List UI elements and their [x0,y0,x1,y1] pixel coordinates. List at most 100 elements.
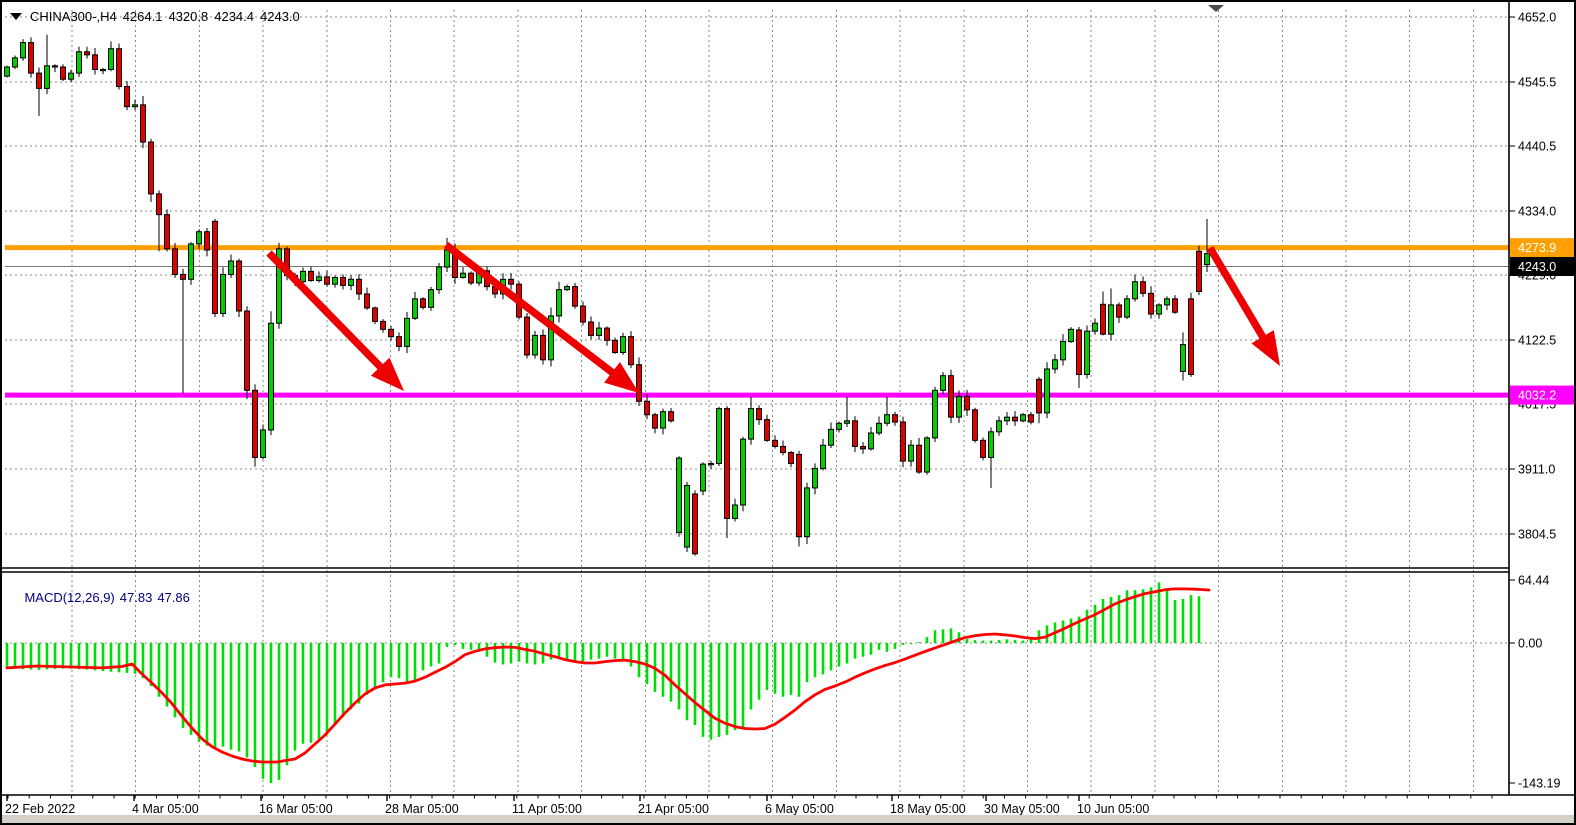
current-bar-marker-icon [1208,5,1224,12]
trend-arrow-shaft[interactable] [443,242,620,379]
candle-body [740,438,746,506]
price-tick-label: 4440.5 [1518,140,1556,154]
trend-arrow-shaft[interactable] [266,250,388,374]
candle-body [508,278,514,285]
high-value: 4320.8 [168,9,209,24]
candle-body [1132,281,1138,300]
time-label: 30 May 05:00 [984,802,1060,816]
candle-body [700,463,706,492]
candle-body [1124,298,1130,318]
close-value: 4243.0 [260,9,300,24]
candle-body [764,419,770,441]
candle-body [924,437,930,473]
candle-body [828,428,834,446]
candle-body [140,104,146,143]
candle-body [972,409,978,441]
candle-body [852,420,858,447]
chart-title: CHINA300-,H4 4264.1 4320.8 4234.4 4243.0 [10,9,306,24]
trend-arrow-head[interactable] [604,361,639,393]
candle-body [612,339,618,353]
time-label: 22 Feb 2022 [5,802,75,816]
candle-body [244,310,250,391]
candle-body [396,336,402,347]
candle-body [940,375,946,391]
candle-body [1004,416,1010,422]
candle-body [956,395,962,418]
candle-body [332,276,338,285]
price-tick-label: 4652.0 [1518,11,1556,25]
candle-body [668,411,674,422]
time-label: 16 Mar 05:00 [259,802,333,816]
window-chrome-strip [2,815,1574,823]
candle-body [844,420,850,424]
candle-body [692,493,698,555]
candle-body [1020,414,1026,422]
candle-body [364,293,370,309]
resistance-price-badge-text: 4273.9 [1518,241,1556,255]
candle-body [1116,304,1122,318]
candle-body [820,444,826,469]
candle-body [460,272,466,278]
candle-body [884,414,890,424]
candle-body [444,249,450,268]
price-tick-label: 4545.5 [1518,75,1556,89]
candle-body [1076,329,1082,375]
candle-body [756,408,762,421]
price-tick-label: 3911.0 [1518,463,1555,477]
candle-body [1012,416,1018,422]
collapse-triangle-icon[interactable] [10,13,22,20]
macd-signal-value: 47.86 [157,590,190,605]
candle-body [196,231,202,245]
candle-body [412,298,418,319]
time-label: 28 Mar 05:00 [385,802,459,816]
candle-body [772,439,778,447]
low-value: 4234.4 [214,9,254,24]
candle-body [268,322,274,431]
candle-body [156,193,162,216]
current-price-badge-text: 4243.0 [1518,260,1556,274]
candle-body [676,457,682,533]
trend-arrow-shaft[interactable] [1206,246,1269,344]
candle-body [580,305,586,323]
candle-body [932,389,938,439]
candle-body [860,445,866,450]
candle-body [916,444,922,473]
candle-body [1156,304,1162,315]
candle-body [556,289,562,317]
candle-body [540,334,546,361]
candle-body [572,286,578,307]
candle-body [1068,328,1074,343]
time-label: 18 May 05:00 [890,802,966,816]
candle-body [1140,281,1146,294]
candle-body [596,327,602,336]
candle-body [892,414,898,423]
candle-body [36,72,42,89]
open-value: 4264.1 [122,9,163,24]
candle-body [12,57,18,68]
resistance-price-badge [1510,238,1574,258]
macd-tick-label: 64.44 [1518,573,1549,587]
candle-body [340,276,346,286]
candle-body [316,276,322,282]
candle-body [52,65,58,68]
candle-body [60,66,66,80]
trend-arrow-head[interactable] [370,357,404,391]
candle-body [988,431,994,458]
candle-body [1028,414,1034,423]
candle-body [380,320,386,330]
candle-body [660,411,666,429]
candle-body [228,260,234,275]
candle-body [628,336,634,366]
candle-body [620,336,626,354]
candle-body [964,395,970,411]
candle-body [236,260,242,312]
candle-body [404,317,410,347]
candle-body [748,408,754,440]
time-label: 6 May 05:00 [765,802,834,816]
candle-body [1100,303,1106,335]
candle-body [124,86,130,108]
trend-arrow-head[interactable] [1251,330,1280,366]
time-label: 4 Mar 05:00 [132,802,199,816]
ohlc-values: 4264.1 4320.8 4234.4 4243.0 [123,9,306,24]
